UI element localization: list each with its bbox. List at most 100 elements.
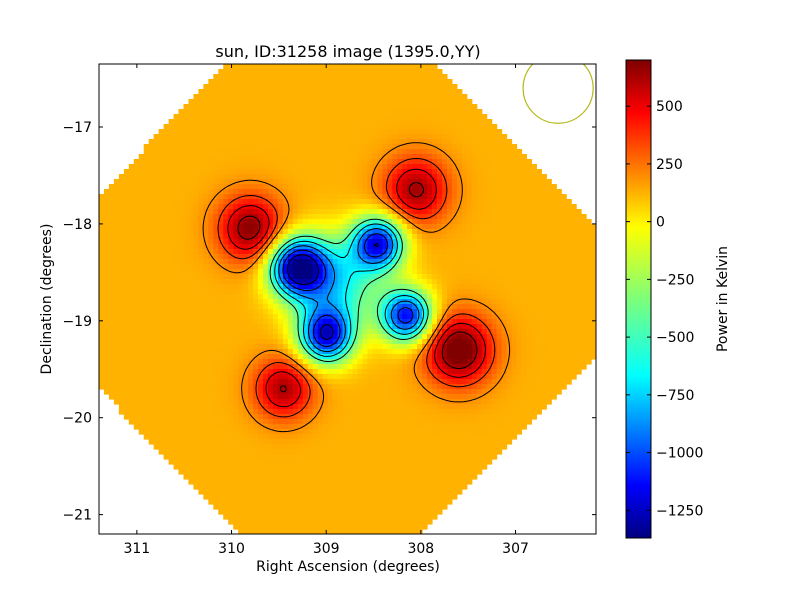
heatmap-cell [456, 324, 463, 330]
heatmap-cell [397, 64, 403, 70]
heatmap-cell [253, 234, 259, 240]
heatmap-cell [377, 189, 383, 195]
heatmap-cell [531, 194, 537, 200]
heatmap-cell [123, 294, 130, 300]
heatmap-cell [476, 169, 483, 175]
heatmap-cell [258, 174, 264, 180]
heatmap-cell [272, 199, 279, 205]
heatmap-cell [228, 174, 234, 180]
heatmap-cell [267, 64, 274, 70]
heatmap-cell [451, 199, 458, 205]
heatmap-cell [198, 324, 204, 330]
heatmap-cell [143, 284, 150, 290]
heatmap-cell [392, 294, 398, 300]
heatmap-cell [327, 324, 334, 330]
heatmap-cell [272, 149, 279, 155]
heatmap-cell [417, 279, 423, 285]
heatmap-cell [372, 239, 378, 245]
heatmap-cell [218, 329, 224, 335]
heatmap-cell [228, 249, 234, 255]
heatmap-cell [387, 74, 393, 80]
heatmap-cell [277, 69, 284, 75]
heatmap-cell [491, 324, 498, 330]
heatmap-cell [198, 334, 204, 340]
heatmap-cell [208, 304, 214, 310]
heatmap-cell [397, 319, 403, 325]
heatmap-cell [287, 219, 294, 225]
heatmap-cell [352, 354, 359, 360]
heatmap-cell [422, 124, 428, 130]
heatmap-cell [243, 64, 249, 70]
heatmap-cell [506, 244, 513, 250]
heatmap-cell [362, 99, 368, 105]
heatmap-cell [123, 179, 130, 185]
heatmap-cell [377, 199, 383, 205]
heatmap-cell [113, 179, 120, 185]
heatmap-cell [466, 124, 473, 130]
heatmap-cell [267, 339, 274, 345]
heatmap-cell [466, 149, 473, 155]
heatmap-cell [546, 224, 552, 230]
heatmap-cell [516, 304, 523, 310]
heatmap-cell [377, 104, 383, 110]
heatmap-cell [436, 179, 443, 185]
heatmap-cell [213, 219, 219, 225]
heatmap-cell [417, 229, 423, 235]
heatmap-cell [342, 309, 349, 315]
heatmap-cell [198, 99, 204, 105]
heatmap-cell [367, 84, 373, 90]
heatmap-cell [526, 284, 532, 290]
heatmap-cell [392, 224, 398, 230]
heatmap-cell [476, 304, 483, 310]
heatmap-cell [248, 194, 254, 200]
heatmap-cell [178, 289, 185, 295]
heatmap-cell [536, 289, 542, 295]
heatmap-cell [228, 324, 234, 330]
heatmap-cell [158, 164, 165, 170]
heatmap-cell [347, 84, 354, 90]
heatmap-cell [188, 279, 195, 285]
heatmap-cell [317, 69, 324, 75]
heatmap-cell [267, 314, 274, 320]
heatmap-cell [352, 79, 359, 85]
heatmap-cell [133, 219, 140, 225]
heatmap-cell [258, 104, 264, 110]
heatmap-cell [208, 194, 214, 200]
heatmap-cell [471, 189, 478, 195]
heatmap-cell [203, 159, 209, 165]
heatmap-cell [272, 249, 279, 255]
heatmap-cell [362, 299, 368, 305]
heatmap-cell [581, 299, 587, 305]
heatmap-cell [188, 119, 195, 125]
heatmap-cell [367, 289, 373, 295]
heatmap-cell [436, 189, 443, 195]
heatmap-cell [322, 339, 329, 345]
heatmap-cell [422, 84, 428, 90]
heatmap-cell [446, 244, 453, 250]
heatmap-cell [213, 264, 219, 270]
heatmap-cell [168, 219, 175, 225]
heatmap-cell [173, 204, 180, 210]
heatmap-cell [362, 294, 368, 300]
heatmap-cell [422, 154, 428, 160]
heatmap-cell [153, 354, 160, 360]
heatmap-cell [342, 139, 349, 145]
heatmap-cell [397, 269, 403, 275]
heatmap-cell [431, 129, 438, 135]
heatmap-cell [422, 289, 428, 295]
heatmap-cell [412, 269, 418, 275]
heatmap-cell [238, 164, 244, 170]
heatmap-cell [213, 184, 219, 190]
heatmap-cell [446, 174, 453, 180]
heatmap-cell [417, 214, 423, 220]
heatmap-cell [233, 329, 239, 335]
heatmap-cell [108, 274, 115, 280]
heatmap-cell [501, 134, 508, 140]
heatmap-cell [471, 154, 478, 160]
heatmap-cell [193, 179, 199, 185]
heatmap-cell [521, 279, 528, 285]
heatmap-cell [233, 264, 239, 270]
heatmap-cell [153, 274, 160, 280]
heatmap-cell [521, 349, 528, 355]
heatmap-cell [103, 324, 110, 330]
